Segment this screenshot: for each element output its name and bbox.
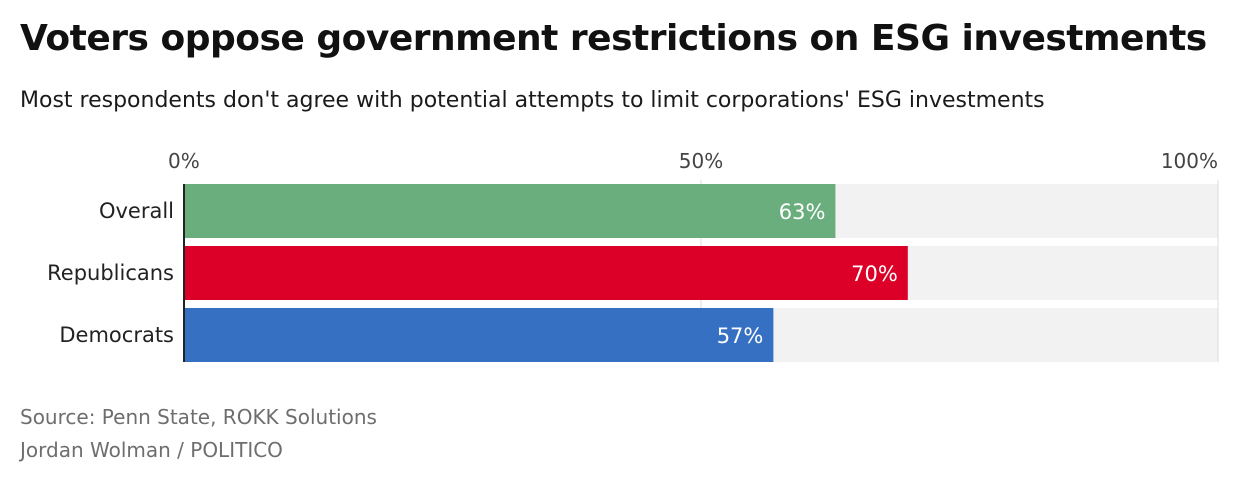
x-tick-label: 0% xyxy=(168,149,200,173)
category-label: Democrats xyxy=(59,323,174,347)
credit-line: Jordan Wolman / POLITICO xyxy=(20,438,283,462)
value-label: 63% xyxy=(779,200,826,224)
x-tick-labels: 0% 50% 100% xyxy=(168,149,1218,173)
category-label: Republicans xyxy=(47,261,174,285)
bar-overall xyxy=(184,184,836,238)
source-note: Source: Penn State, ROKK Solutions xyxy=(20,405,377,429)
category-label: Overall xyxy=(99,199,174,223)
chart-title: Voters oppose government restrictions on… xyxy=(20,18,1207,59)
bar-republicans xyxy=(184,246,908,300)
value-label: 57% xyxy=(717,324,764,348)
value-label: 70% xyxy=(851,262,898,286)
x-tick-label: 50% xyxy=(679,149,723,173)
category-labels: Overall Republicans Democrats xyxy=(47,199,174,347)
x-tick-label: 100% xyxy=(1161,149,1218,173)
bar-democrats xyxy=(184,308,774,362)
chart-subtitle: Most respondents don't agree with potent… xyxy=(20,88,1045,113)
value-labels: 63% 70% 57% xyxy=(717,200,898,348)
bar-chart: 0% 50% 100% Overall Republicans Democrats 63… xyxy=(47,149,1219,362)
bars xyxy=(184,184,908,362)
